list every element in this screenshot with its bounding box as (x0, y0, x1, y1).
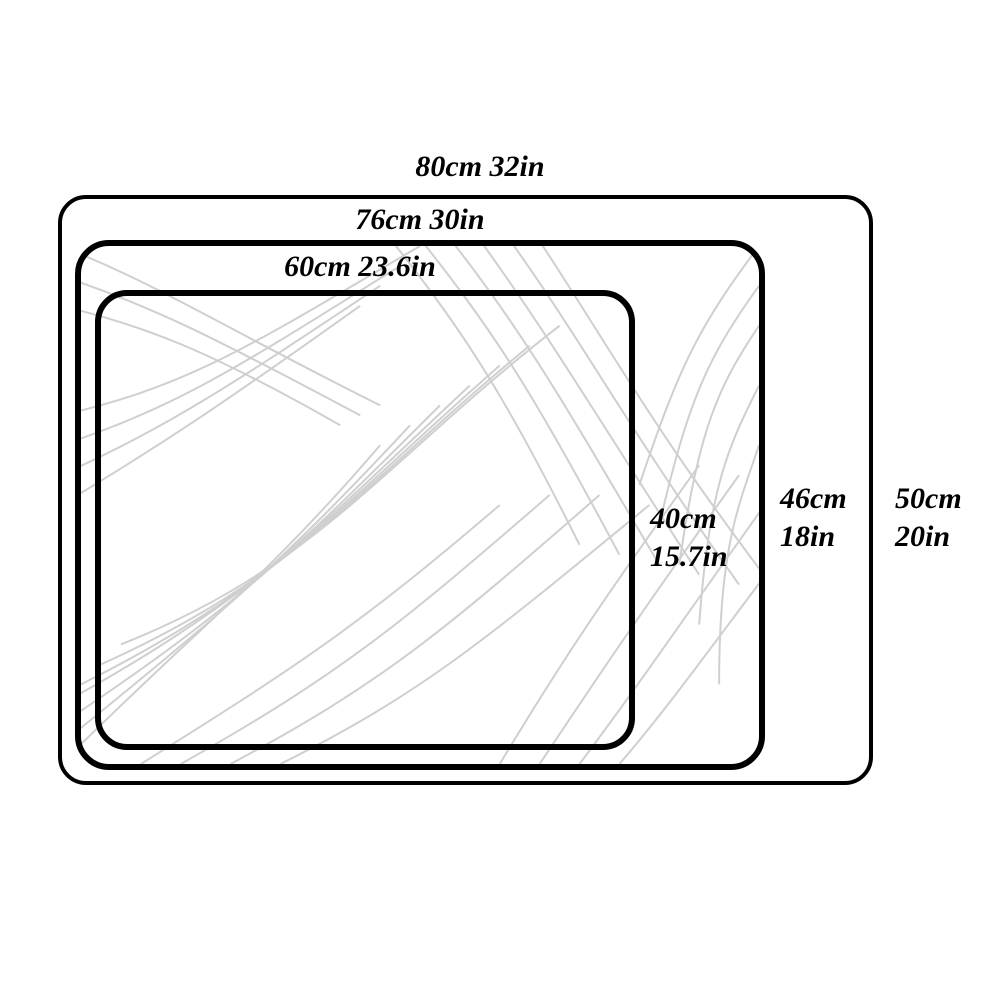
label-width-middle: 76cm 30in (220, 203, 620, 237)
label-height-inner: 40cm 15.7in (650, 500, 728, 576)
rect-inner (95, 290, 635, 750)
label-height-outer: 50cm 20in (895, 480, 962, 556)
label-height-middle-in: 18in (780, 518, 847, 556)
diagram-stage: 80cm 32in 76cm 30in 60cm 23.6in 40cm 15.… (0, 0, 1000, 1000)
label-height-middle-cm: 46cm (780, 480, 847, 518)
label-width-outer: 80cm 32in (280, 150, 680, 184)
label-height-middle: 46cm 18in (780, 480, 847, 556)
label-height-inner-in: 15.7in (650, 538, 728, 576)
label-height-outer-cm: 50cm (895, 480, 962, 518)
label-height-inner-cm: 40cm (650, 500, 728, 538)
label-height-outer-in: 20in (895, 518, 962, 556)
label-width-inner: 60cm 23.6in (160, 250, 560, 284)
